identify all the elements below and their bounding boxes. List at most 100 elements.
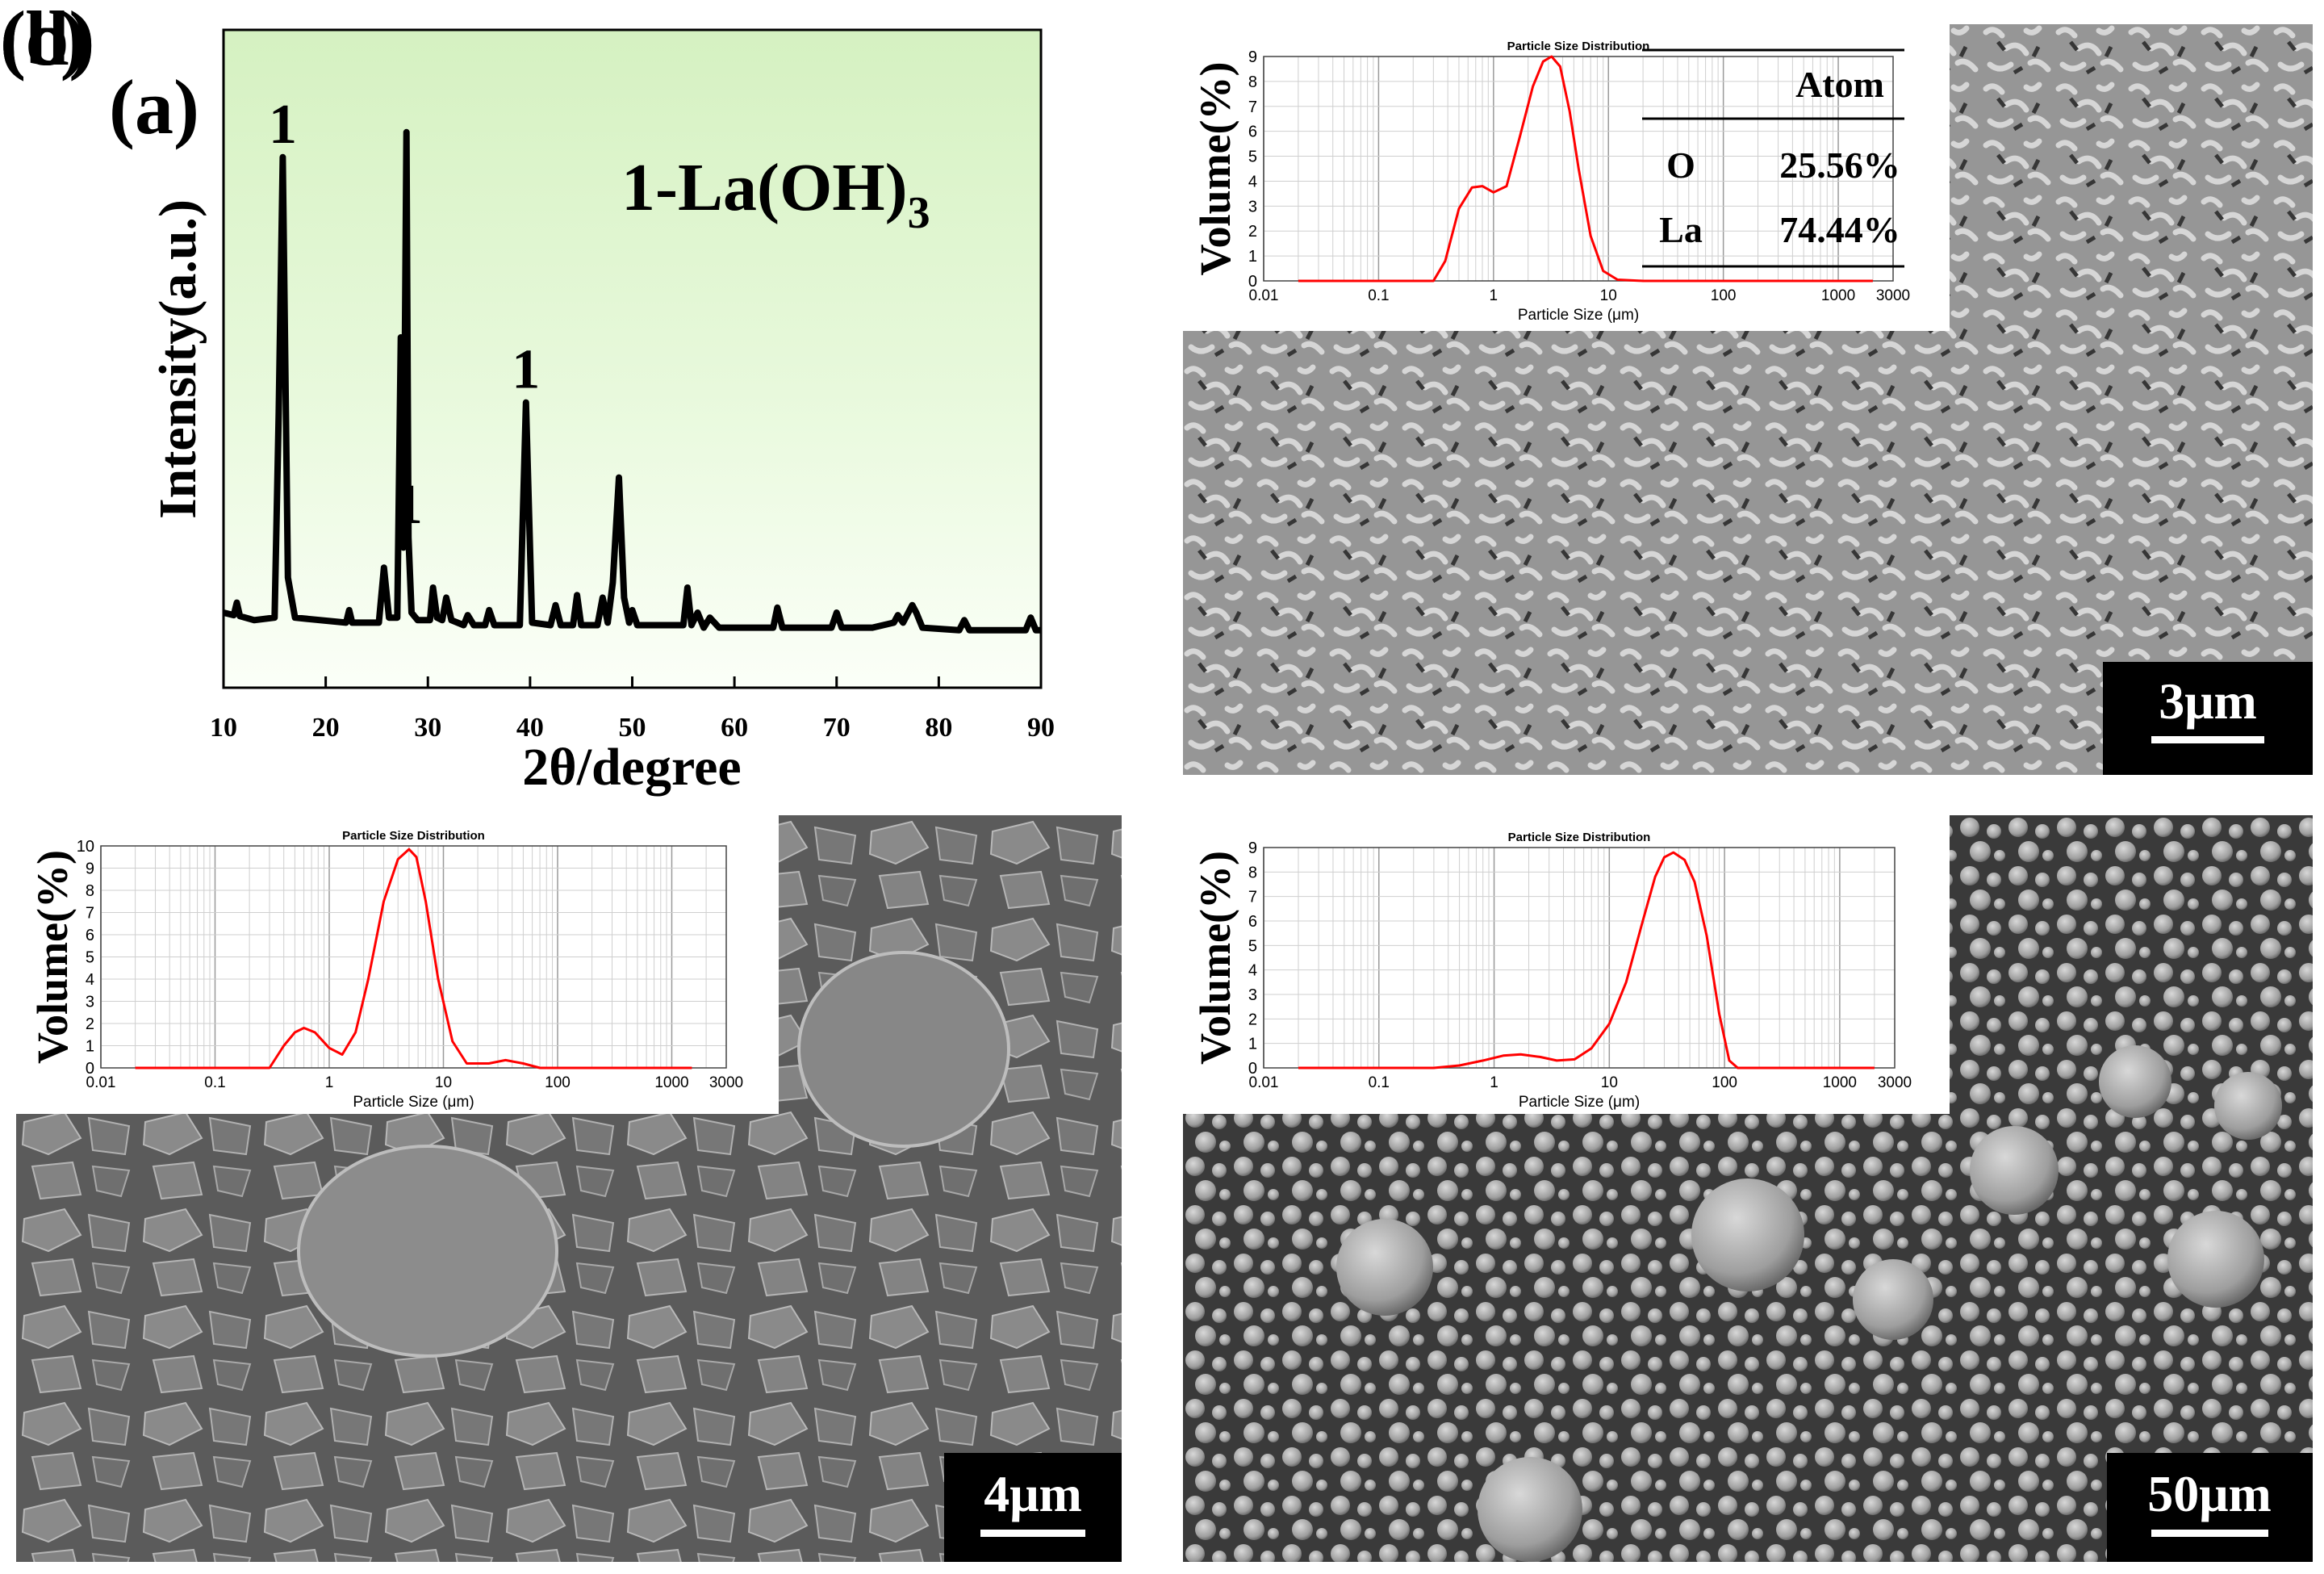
xrd-x-tick-label: 80 (925, 713, 952, 743)
scale-bar (2151, 1530, 2268, 1537)
panel-letter-a: (a) (109, 64, 199, 150)
psd-y-tick-label: 0 (1248, 1060, 1257, 1078)
psd-y-tick-label: 2 (1248, 1011, 1257, 1028)
psd-y-tick-label: 8 (86, 882, 94, 900)
psd-y-tick-label: 5 (1248, 149, 1257, 166)
scale-bar-box (944, 1453, 1122, 1562)
psd-y-tick-label: 4 (1248, 962, 1257, 980)
psd-x-tick-label: 0.01 (1249, 1074, 1279, 1091)
psd-y-tick-label: 7 (86, 905, 94, 923)
psd-x-tick-label: 10 (1601, 1074, 1618, 1091)
compound-label: 1-La(OH)3 (621, 150, 930, 238)
scale-bar (2151, 736, 2264, 743)
psd-y-tick-label: 3 (1248, 198, 1257, 216)
psd-grid (100, 845, 727, 1069)
psd-y-tick-label: 6 (1248, 123, 1257, 141)
eds-table-header: Atom (1795, 64, 1884, 105)
xrd-peak-marker: 1 (512, 339, 540, 401)
psd-y-axis-label: Volume(%) (28, 850, 77, 1064)
psd-x-tick-label: 1 (1490, 1074, 1498, 1091)
eds-value-la: 74.44% (1779, 209, 1900, 250)
xrd-x-ticks: 10 20 30 40 50 60 70 80 90 (210, 676, 1055, 743)
psd-y-tick-label: 4 (1248, 173, 1257, 190)
psd-x-tick-label: 0.1 (204, 1074, 225, 1091)
psd-plot-frame (1263, 847, 1896, 1069)
psd-y-tick-label: 9 (1248, 48, 1257, 66)
psd-x-tick-label: 1000 (654, 1074, 688, 1091)
xrd-peak-marker: 1 (269, 94, 297, 156)
psd-x-tick-label: 1 (1490, 287, 1498, 304)
eds-table: Atom O 25.56% La 74.44% (1642, 48, 1904, 268)
xrd-panel: 111 10 20 30 40 50 60 70 80 90 (a) 1-La(OH)3 Int… (109, 28, 1055, 797)
psd-y-tick-label: 8 (1248, 73, 1257, 91)
psd-curve (135, 848, 692, 1070)
panel-letter-c: (c) (0, 0, 86, 82)
psd-y-axis-label: Volume(%) (1191, 62, 1239, 276)
eds-value-o: 25.56% (1779, 144, 1900, 186)
psd-x-tick-label: 10 (435, 1074, 452, 1091)
scale-bar-box (2107, 1453, 2313, 1562)
scale-bar-label: 3μm (2159, 672, 2257, 730)
psd-y-tick-label: 8 (1248, 864, 1257, 881)
xrd-x-tick-label: 30 (414, 713, 441, 743)
psd-x-tick-label: 3000 (709, 1074, 743, 1091)
xrd-x-tick-label: 60 (721, 713, 748, 743)
compound-subscript: 3 (908, 188, 930, 238)
psd-y-tick-label: 1 (86, 1038, 94, 1056)
eds-element-o: O (1666, 144, 1695, 186)
psd-y-tick-label: 3 (1248, 986, 1257, 1004)
psd-y-tick-label: 2 (1248, 223, 1257, 241)
psd-x-tick-label: 1000 (1821, 287, 1855, 304)
psd-x-tick-label: 0.01 (86, 1074, 116, 1091)
psd-y-tick-label: 4 (86, 971, 94, 989)
psd-x-tick-label: 0.1 (1368, 287, 1389, 304)
psd-y-axis-label: Volume(%) (1191, 851, 1239, 1065)
psd-plot-frame (1263, 56, 1894, 282)
psd-y-tick-label: 7 (1248, 889, 1257, 906)
psd-y-tick-label: 1 (1248, 248, 1257, 266)
psd-x-tick-label: 0.01 (1249, 287, 1279, 304)
panel-letter-d: (d) (0, 0, 95, 82)
psd-inset-d: 0 1 2 3 4 5 6 7 8 9 0.01 0.1 1 10 100 1000 3000 Particle … (1183, 815, 1950, 1114)
psd-inset-c: 0 1 2 3 4 5 6 7 8 9 10 0.01 0.1 1 10 100 1000 3000 Particl… (16, 815, 779, 1114)
xrd-x-tick-label: 40 (516, 713, 544, 743)
psd-x-axis-label: Particle Size (μm) (1519, 1094, 1640, 1111)
scale-bar-label: 4μm (984, 1465, 1082, 1522)
psd-curve (1298, 55, 1873, 283)
psd-y-tick-label: 6 (86, 927, 94, 944)
psd-x-tick-label: 100 (545, 1074, 571, 1091)
xrd-x-tick-label: 70 (823, 713, 851, 743)
xrd-pattern-line (223, 128, 1041, 634)
psd-y-tick-label: 1 (1248, 1036, 1257, 1053)
psd-plot-frame (100, 845, 727, 1069)
psd-title: Particle Size Distribution (1508, 831, 1651, 844)
psd-x-axis-label: Particle Size (μm) (353, 1094, 474, 1111)
xrd-x-tick-label: 20 (312, 713, 340, 743)
psd-x-tick-label: 3000 (1878, 1074, 1912, 1091)
psd-y-tick-label: 9 (1248, 839, 1257, 857)
psd-y-tick-label: 0 (86, 1060, 94, 1078)
panel-letter-b: (b) (0, 0, 95, 82)
eds-element-la: La (1659, 209, 1703, 250)
psd-curve (1298, 851, 1875, 1070)
psd-title: Particle Size Distribution (1507, 40, 1650, 53)
psd-x-axis-label: Particle Size (μm) (1518, 307, 1639, 324)
scale-bar (980, 1530, 1085, 1537)
xrd-x-axis-label: 2θ/degree (522, 738, 741, 797)
psd-x-tick-label: 3000 (1876, 287, 1910, 304)
psd-y-tick-label: 10 (77, 838, 94, 856)
xrd-y-axis-label: Intensity(a.u.) (148, 199, 207, 519)
psd-x-tick-label: 1 (325, 1074, 334, 1091)
psd-y-tick-label: 2 (86, 1015, 94, 1033)
xrd-x-tick-label: 90 (1027, 713, 1055, 743)
xrd-x-tick-label: 50 (619, 713, 646, 743)
scale-bar-box (2103, 662, 2313, 775)
psd-x-tick-label: 100 (1712, 1074, 1737, 1091)
psd-x-tick-label: 1000 (1823, 1074, 1857, 1091)
psd-y-tick-label: 5 (1248, 937, 1257, 955)
psd-y-tick-label: 5 (86, 949, 94, 967)
psd-inset-b: 0 1 2 3 4 5 6 7 8 9 0.01 0.1 1 10 100 1000 3000 Particle … (1183, 24, 1950, 331)
psd-y-tick-label: 6 (1248, 913, 1257, 931)
psd-title: Particle Size Distribution (342, 829, 485, 843)
psd-x-tick-label: 10 (1600, 287, 1617, 304)
